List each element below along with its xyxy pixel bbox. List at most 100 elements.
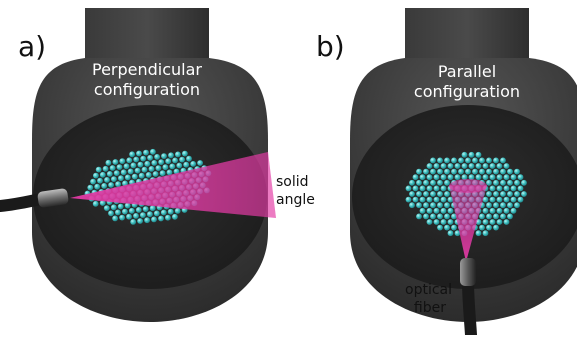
atom [127,168,134,175]
atom [493,191,499,197]
atom [468,151,475,158]
atom [119,214,125,221]
atom [521,179,527,186]
atom [126,213,132,220]
atom [405,185,412,192]
atom [140,212,146,219]
optical-fiber-label-line1: optical [405,282,452,298]
atom [186,155,192,162]
atom [500,179,506,186]
atom [510,196,517,203]
solid-angle-label-line1: solid [276,174,309,190]
atom [130,219,137,225]
atom [447,207,454,214]
atom [405,196,412,203]
atom [128,207,135,214]
atom [158,159,165,166]
atom [437,213,443,220]
atom [500,202,506,209]
atom [108,210,114,217]
atom [154,154,161,160]
atom [426,196,433,203]
atom [430,202,436,209]
atom [482,174,489,181]
fiber-ferrule-a [37,188,69,208]
atom [521,191,527,197]
atom [117,203,124,210]
atom [500,157,506,164]
chamber-neck-a [85,8,209,58]
atom [416,179,422,186]
atom [493,213,499,220]
atom [144,160,151,167]
atom [486,179,492,186]
atom [489,163,496,169]
atom [137,161,144,168]
atom [115,181,121,188]
atom [493,168,499,175]
atom [412,185,419,192]
atom [482,219,489,225]
atom [486,213,492,220]
atom [151,216,157,223]
atom [161,153,167,160]
atom [503,219,510,225]
atom [136,150,142,157]
atom [175,151,181,158]
atom [426,163,433,169]
atom [461,174,468,181]
panel-parallel: b) Parallel configuration optical fiber [316,8,577,339]
atom [409,179,415,186]
atom [172,213,178,220]
atom [451,224,457,231]
atom [119,158,126,165]
atom [176,162,183,169]
atom [510,207,517,214]
panel-b-letter: b) [316,30,345,63]
atom [444,191,450,197]
atom [510,185,517,192]
atom [153,210,160,217]
atom [496,185,503,192]
atom [454,230,461,237]
atom [118,175,124,182]
atom [113,170,120,177]
atom [147,154,154,161]
atom [479,213,485,220]
atom [447,230,454,237]
atom [479,168,485,175]
atom [440,163,447,169]
atom [134,167,141,174]
atom [168,152,174,159]
atom [416,213,422,220]
atom [433,163,440,169]
atom [496,174,503,181]
atom [423,213,429,220]
atom [423,191,429,197]
atom [179,156,186,163]
atom [493,202,499,209]
atom [130,162,137,169]
atom [412,196,419,203]
atom [468,174,475,181]
atom [182,150,188,157]
atom [419,196,426,203]
atom [507,191,513,197]
atom [468,163,475,169]
atom [451,168,457,175]
atom [148,166,155,172]
atom [412,174,419,181]
atom [514,179,520,186]
fiber-ferrule-b [460,258,476,286]
atom [475,163,482,169]
atom [190,161,197,167]
solid-angle-label-line2: angle [276,192,315,208]
atom [152,171,159,177]
atom [110,204,117,211]
atom [409,202,415,209]
atom [440,185,447,192]
atom [433,219,440,225]
atom [482,196,489,203]
atom [426,174,433,181]
